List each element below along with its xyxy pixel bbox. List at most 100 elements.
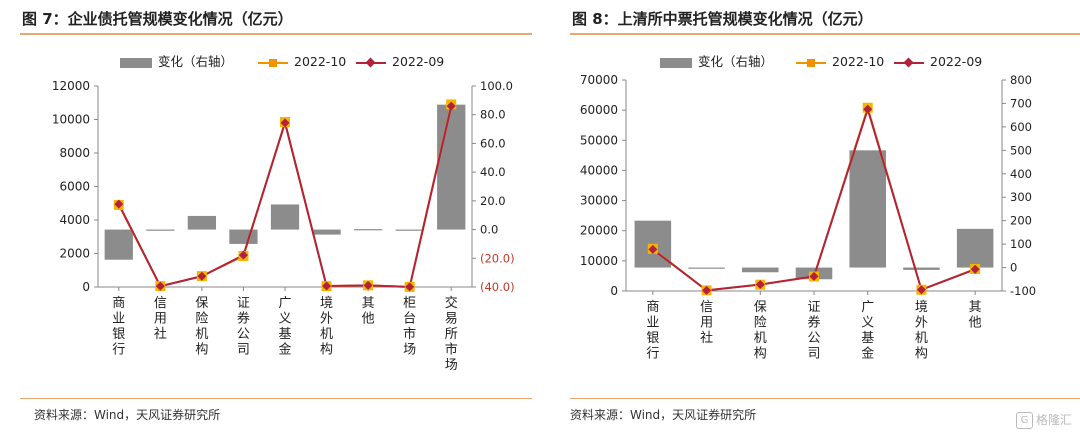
y-right-tick-label: 80.0 (480, 108, 506, 122)
y-left-tick-label: 2000 (59, 247, 90, 261)
source-note: 资料来源：Wind，天风证券研究所 (34, 408, 221, 422)
watermark: G 格隆汇 (1015, 411, 1072, 429)
x-tick-label: 境外机构 (915, 300, 928, 362)
footer-divider (20, 398, 532, 399)
legend-swatch-bar (660, 57, 692, 68)
legend-label: 变化（右轴） (158, 54, 234, 69)
bar (849, 150, 886, 268)
x-tick-label: 其他 (362, 296, 375, 327)
y-left-tick-label: 30000 (580, 194, 618, 208)
chart-legend: 变化（右轴） 2022-10 2022-09 (540, 52, 1080, 72)
y-left-tick-label: 0 (82, 280, 90, 294)
bar (903, 267, 940, 270)
x-tick-label: 其他 (969, 300, 982, 331)
y-right-tick-label: 200 (1010, 214, 1032, 228)
legend-swatch-line2 (356, 53, 386, 73)
y-right-tick-label: 300 (1010, 190, 1032, 204)
watermark-logo-icon: G (1015, 412, 1033, 429)
legend-item-bar: 变化（右轴） (660, 52, 773, 72)
legend-label: 2022-10 (294, 54, 347, 69)
x-tick-label: 广义基金 (278, 296, 291, 358)
y-right-tick-label: 40.0 (480, 165, 506, 179)
series-line-2022-10 (117, 104, 453, 288)
y-left-tick-label: 0 (610, 284, 618, 298)
y-left-tick-label: 10000 (580, 254, 618, 268)
legend-item-line2: 2022-09 (356, 52, 444, 72)
bar (270, 204, 300, 230)
y-right-tick-label: 700 (1010, 96, 1032, 110)
point-2022-09 (863, 104, 873, 114)
y-left-tick-label: 6000 (59, 180, 90, 194)
y-right-tick-label: (20.0) (480, 251, 515, 265)
x-tick-label: 证券公司 (237, 296, 250, 358)
point-2022-09 (702, 285, 712, 295)
bar (742, 267, 779, 273)
bar (104, 229, 133, 260)
point-2022-09 (405, 282, 415, 292)
y-right-tick-label: 0 (1010, 261, 1017, 275)
y-right-tick-label: 500 (1010, 143, 1032, 157)
y-left-tick-label: 10000 (52, 113, 90, 127)
legend-item-line1: 2022-10 (258, 52, 346, 72)
legend-swatch-bar (120, 57, 152, 68)
point-2022-09 (238, 250, 248, 260)
legend-swatch-line1 (258, 53, 288, 73)
point-2022-09 (916, 285, 926, 295)
watermark-text: 格隆汇 (1035, 413, 1072, 427)
x-tick-label: 交易所市场 (445, 295, 458, 373)
y-right-tick-label: 600 (1010, 120, 1032, 134)
y-left-tick-label: 4000 (59, 213, 90, 227)
y-right-tick-label: 400 (1010, 167, 1032, 181)
x-tick-label: 商业银行 (646, 300, 659, 362)
chart-plot-right: 0 10000 20000 30000 40000 50000 60000 70000 -100… (580, 73, 1036, 362)
bar (688, 267, 725, 269)
y-left-tick-label: 50000 (580, 133, 618, 147)
x-tick-label: 柜台市场 (403, 296, 416, 358)
y-left-tick-label: 12000 (52, 79, 90, 93)
title-divider (20, 33, 532, 35)
chart-panel-left: 图 7：企业债托管规模变化情况（亿元） 变化（右轴） 2022-10 2022-… (20, 10, 532, 422)
y-right-tick-label: 0.0 (480, 223, 498, 237)
x-tick-label: 广义基金 (861, 300, 874, 362)
x-tick-label: 境外机构 (320, 296, 333, 358)
point-2022-09 (322, 281, 332, 291)
title-divider (570, 33, 1080, 35)
point-2022-09 (114, 199, 124, 209)
y-right-tick-label: 20.0 (480, 194, 506, 208)
point-2022-09 (809, 271, 819, 281)
point-2022-09 (280, 118, 290, 128)
footer-divider (570, 398, 1080, 399)
x-tick-label: 保险机构 (195, 296, 208, 358)
x-tick-label: 证券公司 (807, 300, 820, 362)
chart-title: 图 8：上清所中票托管规模变化情况（亿元） (572, 10, 873, 28)
chart-title: 图 7：企业债托管规模变化情况（亿元） (22, 10, 293, 28)
legend-swatch-line2 (894, 53, 924, 73)
y-right-tick-label: 100.0 (480, 79, 513, 93)
point-2022-09 (446, 101, 456, 111)
series-line-2022-09 (117, 105, 453, 288)
bar (229, 229, 258, 244)
chart-panel-right: 图 8：上清所中票托管规模变化情况（亿元） 变化（右轴） 2022-10 202… (540, 0, 1080, 435)
point-2022-09 (155, 281, 165, 291)
y-right-tick-label: (40.0) (480, 280, 515, 294)
y-right-tick-label: -100 (1010, 284, 1036, 298)
x-tick-label: 商业银行 (112, 296, 125, 358)
y-left-tick-label: 20000 (580, 224, 618, 238)
x-tick-label: 信用社 (700, 300, 713, 346)
point-2022-09 (363, 280, 373, 290)
legend-label: 2022-09 (392, 54, 445, 69)
point-2022-09 (648, 244, 658, 254)
y-left-tick-label: 40000 (580, 163, 618, 177)
bar (312, 229, 341, 235)
point-2022-09 (755, 280, 765, 290)
legend-item-line1: 2022-10 (796, 52, 884, 72)
source-note: 资料来源：Wind，天风证券研究所 (570, 408, 757, 422)
bar (395, 229, 424, 231)
chart-plot-left: 0 2000 4000 6000 8000 10000 12000 (40.0) (20.0) 0… (52, 79, 515, 373)
legend-label: 2022-10 (832, 54, 885, 69)
legend-label: 2022-09 (930, 54, 983, 69)
legend-swatch-line1 (796, 53, 826, 73)
point-2022-09 (970, 264, 980, 274)
point-2022-09 (197, 271, 207, 281)
bar (353, 229, 383, 231)
